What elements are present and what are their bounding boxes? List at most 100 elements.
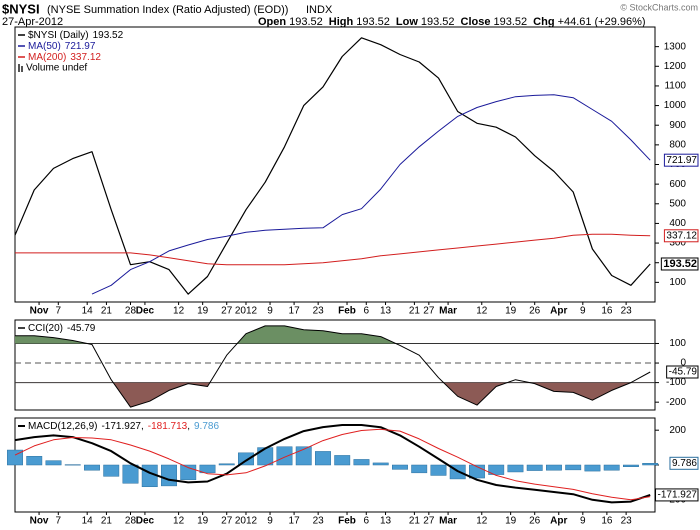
- stat-label: Open: [258, 16, 286, 28]
- y-tick-label: 1200: [664, 61, 687, 72]
- panel-frame: [14, 319, 656, 411]
- legend-separator: ,: [187, 421, 190, 432]
- x-tick-label: Mar: [439, 516, 457, 527]
- histogram-bar: [45, 460, 62, 466]
- legend: MA(200) 337.12: [28, 52, 101, 63]
- x-tick-label: 17: [289, 306, 301, 317]
- x-tick-label: Nov: [30, 306, 49, 317]
- y-tick-label: 600: [669, 179, 686, 190]
- y-tick-label: 100: [669, 277, 686, 288]
- value-tag: [655, 488, 699, 502]
- legend-value: 193.52: [93, 30, 124, 41]
- change-pct: (+29.96%): [595, 16, 646, 28]
- legend-volume-swatch: [21, 66, 23, 72]
- legend-volume-swatch: [18, 64, 20, 72]
- series-line: [14, 37, 651, 295]
- x-tick-label: 21: [101, 306, 113, 317]
- y-tick-label: 200: [669, 425, 686, 436]
- histogram-bar: [372, 462, 389, 466]
- stat-value: 193.52: [289, 16, 323, 28]
- quote-stats: Open 193.52 High 193.52 Low 193.52 Close 193.52…: [258, 16, 646, 28]
- value-tag: [663, 153, 699, 167]
- x-tick-label: 6: [363, 516, 369, 527]
- histogram-bar: [84, 464, 100, 471]
- x-tick-label: Apr: [550, 516, 567, 527]
- y-tick-label: 100: [669, 338, 686, 349]
- x-tick-label: Dec: [136, 516, 155, 527]
- legend-value: -181.713: [148, 421, 188, 432]
- y-tick-label: 1000: [664, 100, 687, 111]
- x-tick-label: 19: [505, 306, 517, 317]
- x-tick-label: 27: [423, 516, 435, 527]
- histogram-bar: [276, 446, 293, 466]
- histogram-bar: [430, 464, 447, 476]
- histogram-bar: [353, 459, 370, 466]
- histogram-bar: [334, 455, 351, 466]
- x-tick-label: 9: [580, 516, 586, 527]
- histogram-bar: [218, 463, 235, 466]
- x-tick-label: Apr: [550, 306, 567, 317]
- y-tick-label: 400: [669, 218, 686, 229]
- legend-name: CCI(20): [28, 323, 63, 334]
- date: 27-Apr-2012: [2, 16, 63, 28]
- y-tick-label: 1300: [664, 41, 687, 52]
- legend-value: 721.97: [65, 41, 96, 52]
- legend-value: 337.12: [70, 52, 101, 63]
- y-tick-label: 1100: [664, 81, 686, 92]
- histogram-bar: [392, 464, 408, 470]
- x-tick-label: 26: [529, 516, 541, 527]
- x-tick-label: 19: [505, 516, 517, 527]
- histogram-bar: [565, 464, 582, 471]
- stat-value: 193.52: [356, 16, 390, 28]
- legend: MACD(12,26,9) -171.927, -181.713, 9.786: [28, 421, 219, 432]
- x-tick-label: 2012: [235, 516, 258, 527]
- legend-name: $NYSI (Daily): [28, 30, 89, 41]
- histogram-bar: [603, 464, 620, 471]
- histogram-bar: [238, 452, 254, 466]
- legend-value: 9.786: [194, 421, 219, 432]
- y-tick-label: 800: [669, 139, 686, 150]
- x-tick-label: 12: [173, 306, 185, 317]
- change-label: Chg: [533, 16, 554, 28]
- series-line: [15, 233, 651, 266]
- histogram-bar: [161, 464, 177, 487]
- value-tag: [669, 456, 699, 470]
- x-tick-label: 27: [423, 306, 435, 317]
- x-tick-label: 12: [173, 516, 185, 527]
- value-tag-label: -171.927: [658, 490, 698, 501]
- x-tick-label: 19: [197, 306, 209, 317]
- x-tick-label: Feb: [338, 516, 356, 527]
- stat-label: High: [329, 16, 354, 28]
- histogram-bar: [315, 451, 331, 466]
- histogram-bar: [642, 463, 659, 466]
- x-tick-label: Feb: [338, 306, 356, 317]
- description: (NYSE Summation Index (Ratio Adjusted) (…: [47, 4, 288, 16]
- symbol: $NYSI: [2, 1, 40, 16]
- x-tick-label: 9: [267, 306, 273, 317]
- histogram-bar: [584, 464, 601, 472]
- y-tick-label: 900: [669, 120, 686, 131]
- legend-name: MA(50): [28, 41, 61, 52]
- histogram-bar: [257, 447, 274, 466]
- y-tick-label: -100: [666, 377, 686, 388]
- cci-fill-above: [15, 325, 651, 344]
- x-tick-label: 28: [125, 306, 137, 317]
- histogram-bar: [26, 456, 43, 466]
- histogram-bar: [622, 464, 639, 467]
- y-tick-label: 300: [669, 238, 686, 249]
- legend: MA(50) 721.97: [28, 41, 96, 52]
- histogram-bar: [141, 464, 158, 488]
- x-tick-label: 27: [221, 516, 233, 527]
- y-tick-label: 500: [669, 198, 686, 209]
- x-tick-label: 9: [580, 306, 586, 317]
- x-tick-label: 16: [601, 516, 613, 527]
- x-tick-label: 21: [409, 306, 421, 317]
- legend-value: -171.927: [101, 421, 141, 432]
- x-tick-label: 6: [363, 306, 369, 317]
- histogram-bar: [545, 464, 562, 471]
- x-tick-label: 19: [197, 516, 209, 527]
- stat-value: 193.52: [494, 16, 528, 28]
- x-tick-label: 21: [101, 516, 113, 527]
